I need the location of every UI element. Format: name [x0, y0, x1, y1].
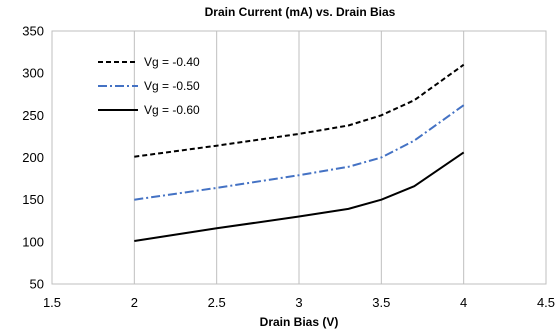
x-axis-title: Drain Bias (V) [260, 315, 339, 329]
legend-label-2: Vg = -0.50 [144, 79, 200, 93]
chart-title: Drain Current (mA) vs. Drain Bias [205, 5, 396, 19]
series-line-1 [134, 63, 465, 158]
grid-lines [133, 31, 465, 284]
x-tick-label: 1.5 [43, 295, 61, 310]
y-tick-label: 250 [22, 108, 44, 123]
x-tick-label: 4.5 [537, 295, 555, 310]
y-tick-label: 150 [22, 192, 44, 207]
y-tick-label: 200 [22, 150, 44, 165]
series-group [134, 63, 465, 242]
legend-label-1: Vg = -0.40 [144, 55, 200, 69]
y-tick-label: 100 [22, 234, 44, 249]
x-tick-label: 3 [295, 295, 302, 310]
x-axis: 1.5 2 2.5 3 3.5 4 4.5 [43, 295, 555, 310]
y-tick-label: 350 [22, 24, 44, 39]
x-tick-label: 3.5 [372, 295, 390, 310]
x-tick-label: 2.5 [208, 295, 226, 310]
y-tick-label: 300 [22, 66, 44, 81]
y-axis: 50 100 150 200 250 300 350 [22, 24, 44, 292]
series-line-3 [134, 151, 465, 242]
x-tick-label: 4 [460, 295, 467, 310]
series-line-2 [134, 104, 465, 201]
legend-label-3: Vg = -0.60 [144, 103, 200, 117]
legend: Vg = -0.40 Vg = -0.50 Vg = -0.60 [98, 55, 200, 117]
y-tick-label: 50 [30, 277, 44, 292]
x-tick-label: 2 [131, 295, 138, 310]
plot-area [51, 30, 547, 285]
